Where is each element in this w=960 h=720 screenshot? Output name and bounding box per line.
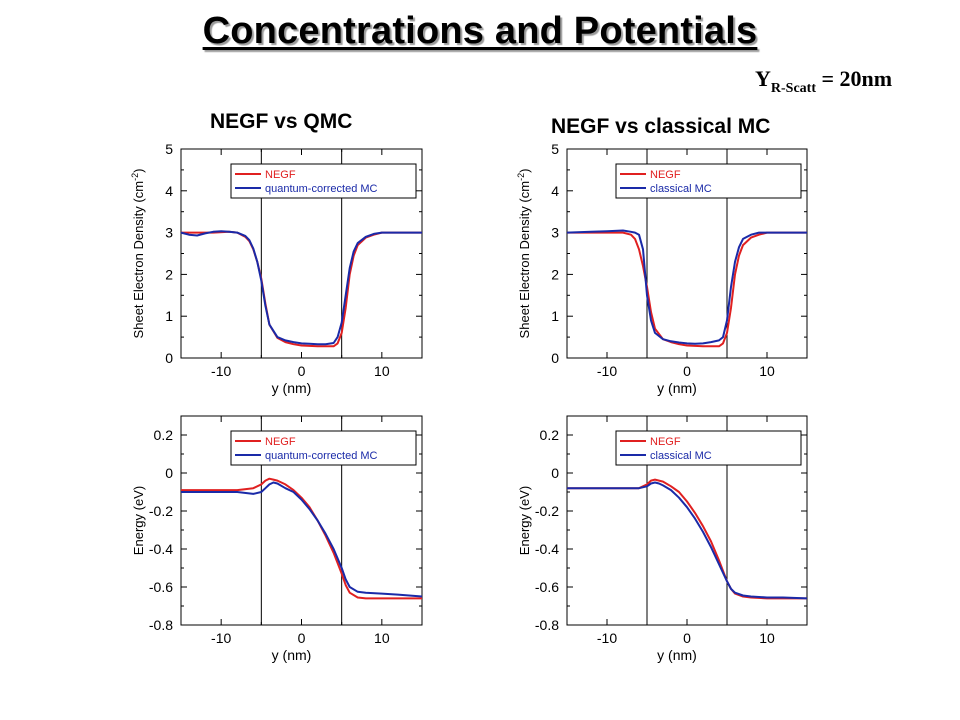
y-tick-label: -0.8 (149, 617, 173, 633)
y-axis-label: Sheet Electron Density (cm-2) (130, 169, 146, 339)
legend-box (230, 430, 417, 466)
y-tick-label: 1 (165, 308, 173, 324)
y-tick-label: 0 (551, 465, 559, 481)
x-axis-label: y (nm) (272, 647, 312, 663)
x-tick-label: -10 (597, 363, 617, 379)
legend-box (615, 163, 802, 199)
right-column-heading: NEGF vs classical MC (551, 115, 771, 138)
y-tick-label: 0 (551, 350, 559, 366)
series-line-mc (566, 229, 807, 345)
y-tick-label: 1 (551, 308, 559, 324)
y-tick-label: -0.2 (535, 503, 559, 519)
series-line-negf (567, 231, 807, 348)
x-tick-label: -10 (211, 630, 231, 646)
x-tick-label: 10 (374, 630, 390, 646)
scatt-subscript: R-Scatt (770, 81, 816, 96)
y-tick-label: -0.6 (535, 579, 559, 595)
y-tick-label: 0 (165, 350, 173, 366)
y-tick-label: -0.4 (149, 541, 173, 557)
series-line-negf (567, 478, 807, 600)
y-tick-label: 0.2 (540, 427, 560, 443)
scatt-value: = 20nm (821, 66, 893, 91)
y-tick-label: 3 (165, 225, 173, 241)
legend-box (615, 430, 802, 466)
y-axis-label-close: ) (131, 169, 146, 173)
y-axis-label-exponent: -2 (516, 173, 526, 181)
x-axis-label: y (nm) (272, 380, 312, 396)
x-tick-label: -10 (597, 630, 617, 646)
y-axis-label: Energy (eV) (131, 486, 146, 555)
left-column-heading: NEGF vs QMC (210, 110, 353, 133)
series-line-negf (181, 477, 422, 600)
y-tick-label: 3 (551, 225, 559, 241)
x-axis-label: y (nm) (657, 647, 697, 663)
y-tick-label: -0.8 (535, 617, 559, 633)
legend-label: NEGF (265, 436, 296, 448)
legend-label: quantum-corrected MC (265, 183, 378, 195)
series-line-mc (180, 230, 422, 346)
y-axis-label-close: ) (517, 169, 532, 173)
scattering-length-label: YR-Scatt = 20nm (755, 66, 893, 96)
series-line-mc (567, 481, 808, 600)
y-tick-label: 2 (551, 266, 559, 282)
y-tick-label: -0.2 (149, 503, 173, 519)
legend-label: classical MC (650, 183, 712, 195)
y-tick-label: 4 (165, 183, 173, 199)
y-tick-label: 2 (165, 266, 173, 282)
y-axis-label-exponent: -2 (130, 173, 140, 181)
legend-box (230, 163, 417, 199)
y-tick-label: 0.2 (154, 427, 174, 443)
x-axis-label: y (nm) (657, 380, 697, 396)
y-tick-label: 5 (551, 141, 559, 157)
x-tick-label: 10 (374, 363, 390, 379)
slide-title: Concentrations and Potentials (202, 10, 758, 52)
x-tick-label: 10 (759, 363, 775, 379)
y-axis-label: Sheet Electron Density (cm-2) (516, 169, 532, 339)
x-tick-label: 0 (683, 630, 691, 646)
legend-label: quantum-corrected MC (265, 450, 378, 462)
y-axis-label: Energy (eV) (517, 486, 532, 555)
legend-label: NEGF (265, 169, 296, 181)
x-tick-label: -10 (211, 363, 231, 379)
y-tick-label: 4 (551, 183, 559, 199)
y-tick-label: -0.4 (535, 541, 559, 557)
legend-label: NEGF (650, 436, 681, 448)
legend-label: classical MC (650, 450, 712, 462)
y-tick-label: 0 (165, 465, 173, 481)
x-tick-label: 0 (298, 363, 306, 379)
scatt-symbol: Y (755, 66, 771, 91)
y-tick-label: -0.6 (149, 579, 173, 595)
x-tick-label: 0 (683, 363, 691, 379)
series-line-mc (181, 481, 423, 598)
legend-label: NEGF (650, 169, 681, 181)
x-tick-label: 0 (298, 630, 306, 646)
x-tick-label: 10 (759, 630, 775, 646)
y-tick-label: 5 (165, 141, 173, 157)
